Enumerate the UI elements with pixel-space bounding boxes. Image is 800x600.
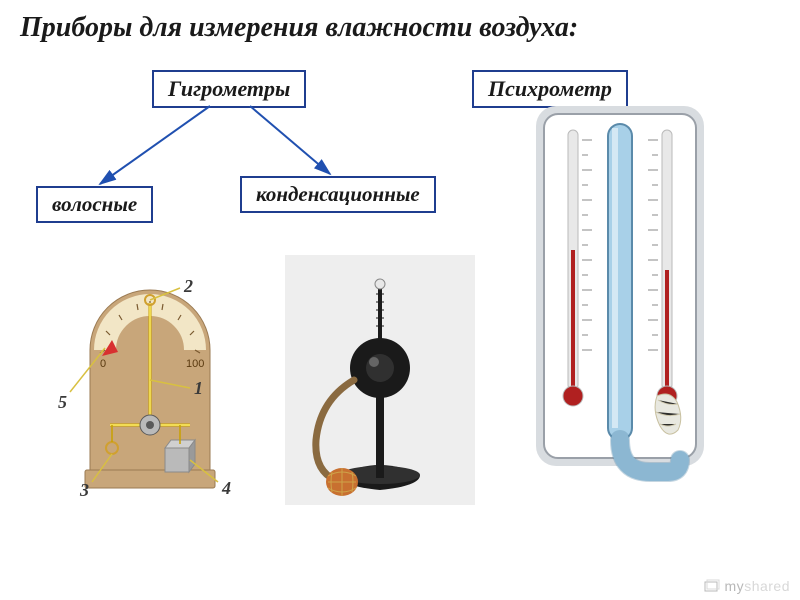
box-hair: волосные — [36, 186, 153, 223]
callout-4: 4 — [221, 478, 231, 498]
condensation-hygrometer — [280, 250, 480, 510]
scale-label-100: 100 — [186, 358, 204, 370]
callout-5: 5 — [58, 392, 67, 412]
hair-hygrometer: 0 100 2 1 5 — [40, 230, 260, 520]
box-hygrometers: Гигрометры — [152, 70, 306, 108]
callout-2: 2 — [183, 276, 193, 296]
scale-label-0: 0 — [100, 358, 106, 370]
box-condensation: конденсационные — [240, 176, 436, 213]
page-title: Приборы для измерения влажности воздуха: — [20, 12, 578, 44]
watermark: myshared — [704, 578, 790, 594]
callout-3: 3 — [79, 480, 89, 500]
callout-1: 1 — [194, 378, 203, 398]
psychrometer — [530, 100, 710, 500]
